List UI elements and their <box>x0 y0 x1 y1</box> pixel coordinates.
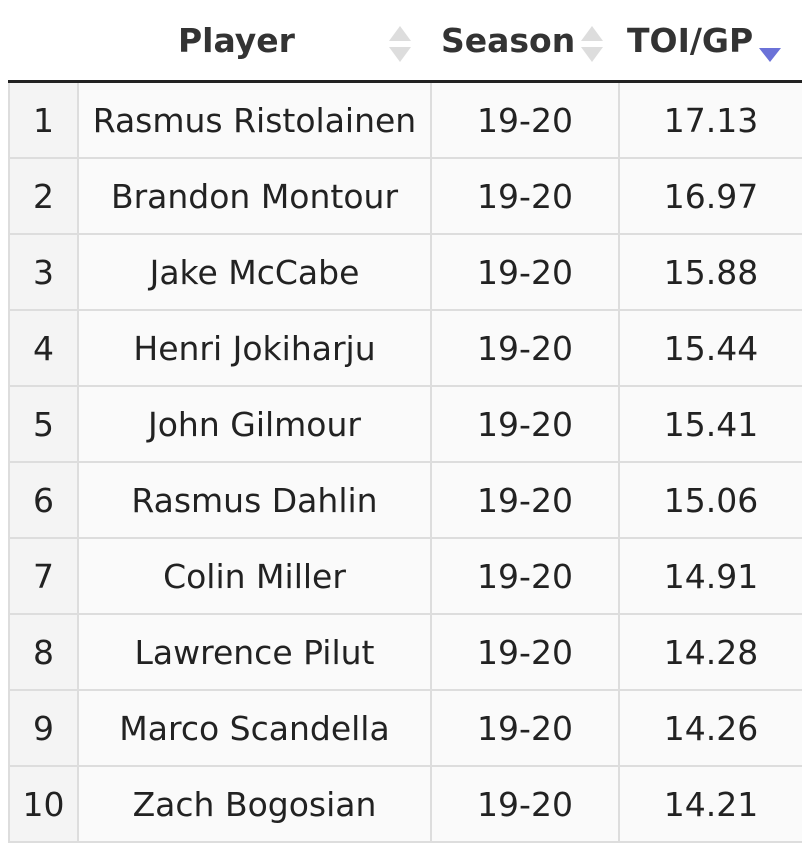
rank-cell: 4 <box>8 309 79 387</box>
table-row: 10 Zach Bogosian 19-20 14.21 <box>8 765 802 843</box>
player-cell: Marco Scandella <box>77 689 432 767</box>
toi-header[interactable]: TOI/GP <box>619 0 802 83</box>
toi-cell: 14.28 <box>618 613 802 691</box>
season-cell: 19-20 <box>430 689 620 767</box>
table-row: 2 Brandon Montour 19-20 16.97 <box>8 157 802 235</box>
toi-cell: 15.88 <box>618 233 802 311</box>
sort-icon <box>759 48 781 62</box>
table-row: 1 Rasmus Ristolainen 19-20 17.13 <box>8 80 802 159</box>
toi-cell: 14.91 <box>618 537 802 615</box>
rank-cell: 5 <box>8 385 79 463</box>
header-label: TOI/GP <box>627 20 754 60</box>
player-header[interactable]: Player <box>78 0 431 83</box>
season-cell: 19-20 <box>430 461 620 539</box>
table-row: 7 Colin Miller 19-20 14.91 <box>8 537 802 615</box>
rank-cell: 8 <box>8 613 79 691</box>
rank-cell: 1 <box>8 80 79 159</box>
table-row: 4 Henri Jokiharju 19-20 15.44 <box>8 309 802 387</box>
player-cell: Lawrence Pilut <box>77 613 432 691</box>
player-cell: John Gilmour <box>77 385 432 463</box>
player-cell: Jake McCabe <box>77 233 432 311</box>
table-row: 6 Rasmus Dahlin 19-20 15.06 <box>8 461 802 539</box>
header-label: Season <box>441 20 576 60</box>
table-row: 8 Lawrence Pilut 19-20 14.28 <box>8 613 802 691</box>
season-cell: 19-20 <box>430 613 620 691</box>
rank-cell: 2 <box>8 157 79 235</box>
toi-cell: 14.26 <box>618 689 802 767</box>
rank-cell: 10 <box>8 765 79 843</box>
season-cell: 19-20 <box>430 537 620 615</box>
season-cell: 19-20 <box>430 80 620 159</box>
sort-icon <box>389 26 411 62</box>
season-cell: 19-20 <box>430 309 620 387</box>
rank-cell: 3 <box>8 233 79 311</box>
table-row: 9 Marco Scandella 19-20 14.26 <box>8 689 802 767</box>
table-row: 3 Jake McCabe 19-20 15.88 <box>8 233 802 311</box>
table-body: 1 Rasmus Ristolainen 19-20 17.13 2 Brandon Mo… <box>8 80 802 843</box>
rank-cell: 7 <box>8 537 79 615</box>
sort-icon <box>581 26 603 62</box>
player-cell: Rasmus Dahlin <box>77 461 432 539</box>
toi-cell: 14.21 <box>618 765 802 843</box>
toi-cell: 15.41 <box>618 385 802 463</box>
toi-cell: 15.06 <box>618 461 802 539</box>
player-cell: Colin Miller <box>77 537 432 615</box>
header-label: Player <box>178 20 295 60</box>
data-table: Player Season TOI/GP 1 Rasmus Ristolainen… <box>8 0 802 843</box>
season-header[interactable]: Season <box>431 0 619 83</box>
header-row: Player Season TOI/GP <box>9 0 802 83</box>
toi-cell: 17.13 <box>618 80 802 159</box>
rank-cell: 6 <box>8 461 79 539</box>
season-cell: 19-20 <box>430 233 620 311</box>
player-cell: Rasmus Ristolainen <box>77 80 432 159</box>
season-cell: 19-20 <box>430 765 620 843</box>
table-row: 5 John Gilmour 19-20 15.41 <box>8 385 802 463</box>
rank-header <box>9 0 78 83</box>
player-cell: Zach Bogosian <box>77 765 432 843</box>
rank-cell: 9 <box>8 689 79 767</box>
player-cell: Brandon Montour <box>77 157 432 235</box>
toi-cell: 15.44 <box>618 309 802 387</box>
season-cell: 19-20 <box>430 385 620 463</box>
season-cell: 19-20 <box>430 157 620 235</box>
toi-cell: 16.97 <box>618 157 802 235</box>
player-cell: Henri Jokiharju <box>77 309 432 387</box>
